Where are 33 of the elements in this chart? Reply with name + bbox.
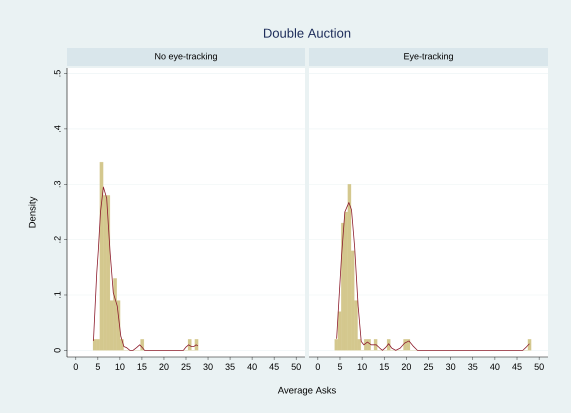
x-tick-label: 5 — [96, 364, 100, 370]
x-tick-label: 35 — [225, 364, 235, 370]
x-axis-title: Average Asks — [278, 386, 336, 396]
y-tick-label: .1 — [54, 292, 60, 298]
chart-subtitle: No eye-tracking — [155, 52, 217, 62]
x-tick-label: 30 — [446, 364, 456, 370]
x-tick-label: 35 — [468, 364, 478, 370]
y-tick-label: .3 — [54, 180, 60, 188]
x-tick-label: 20 — [159, 364, 169, 370]
y-tick-label: 0 — [54, 348, 60, 353]
x-tick-label: 20 — [402, 364, 412, 370]
x-tick-label: 25 — [424, 364, 434, 370]
chart-title: Double Auction — [264, 28, 350, 38]
chart-subtitle: Eye-tracking — [404, 52, 453, 62]
x-tick-label: 10 — [116, 364, 125, 370]
x-tick-label: 45 — [269, 364, 279, 370]
x-tick-label: 50 — [534, 364, 544, 370]
x-tick-label: 15 — [138, 364, 147, 370]
x-tick-label: 10 — [358, 364, 367, 370]
x-tick-label: 5 — [338, 364, 342, 370]
x-tick-label: 0 — [316, 364, 320, 370]
x-tick-label: 50 — [292, 364, 301, 370]
x-tick-label: 25 — [181, 364, 191, 370]
x-tick-label: 0 — [74, 364, 78, 370]
y-tick-label: .4 — [54, 125, 60, 132]
y-tick-label: .5 — [54, 70, 60, 76]
x-tick-label: 45 — [512, 364, 522, 370]
y-axis-title: Density — [28, 196, 38, 228]
x-tick-label: 40 — [247, 364, 257, 370]
x-tick-label: 30 — [203, 364, 213, 370]
y-tick-label: .2 — [54, 236, 60, 243]
x-tick-label: 15 — [380, 364, 389, 370]
x-tick-label: 40 — [490, 364, 500, 370]
